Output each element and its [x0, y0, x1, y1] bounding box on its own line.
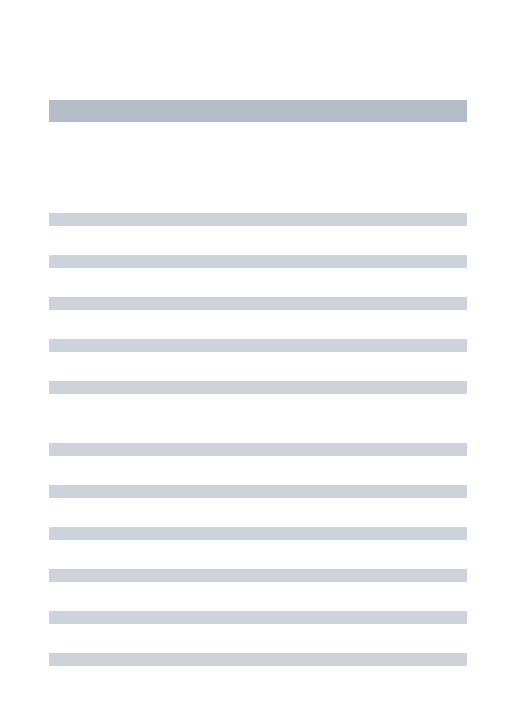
Bar [49, 443, 467, 456]
Bar [49, 381, 467, 394]
Bar [49, 527, 467, 540]
Bar [49, 653, 467, 666]
Bar [49, 297, 467, 310]
Bar [49, 339, 467, 352]
Bar [49, 485, 467, 498]
Bar [49, 255, 467, 268]
Bar [49, 213, 467, 226]
Bar [49, 100, 467, 122]
Bar [49, 611, 467, 624]
Bar [49, 569, 467, 582]
